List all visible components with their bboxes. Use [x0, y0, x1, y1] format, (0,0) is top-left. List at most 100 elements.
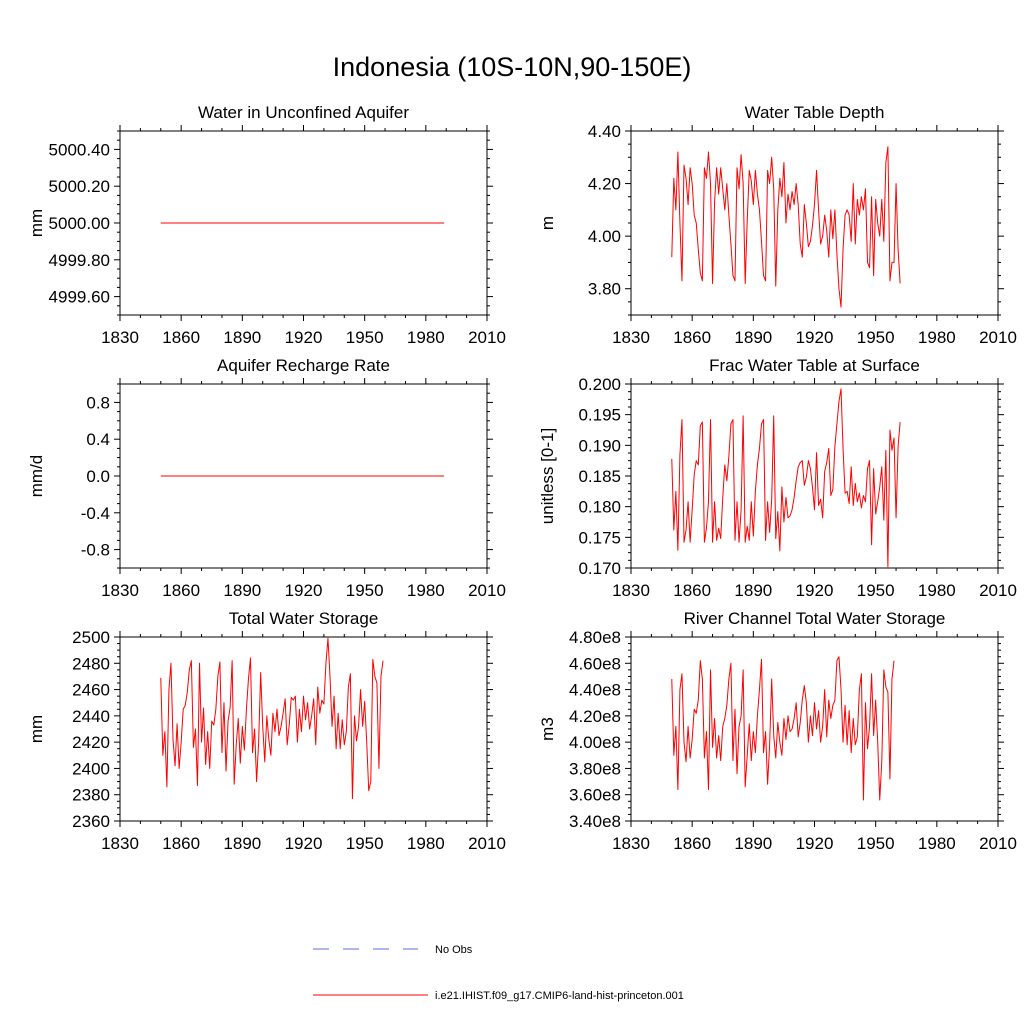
chart-panel-4: 1830 1860 1890 1920 1950 1980 2010 0.170 0.175 0.…	[538, 356, 1017, 600]
y-tick-label: 0.4	[86, 430, 110, 449]
x-tick-label: 1950	[857, 834, 895, 853]
y-tick-label: 4.20	[588, 175, 621, 194]
y-tick-label: -0.4	[81, 504, 110, 523]
panels-group: 1830 1860 1890 1920 1950 1980 2010 4999.60 4999.…	[27, 103, 1017, 853]
y-tick-label: 4999.80	[49, 251, 110, 270]
x-tick-label: 1980	[407, 581, 445, 600]
series-line	[671, 656, 895, 801]
series-line	[671, 146, 901, 308]
y-tick-label: 5000.40	[49, 140, 110, 159]
panel-title: River Channel Total Water Storage	[684, 609, 946, 628]
x-tick-label: 2010	[979, 581, 1017, 600]
x-tick-label: 1890	[223, 581, 261, 600]
series-line	[160, 637, 384, 800]
chart-panel-6: 1830 1860 1890 1920 1950 1980 2010 3.40e8 3.60e8…	[538, 609, 1017, 853]
x-tick-label: 1980	[918, 328, 956, 347]
plot-frame	[630, 383, 999, 569]
x-tick-label: 1980	[407, 328, 445, 347]
y-tick-label: 4.20e8	[569, 707, 621, 726]
y-tick-label: 3.80	[588, 280, 621, 299]
y-tick-label: 3.40e8	[569, 812, 621, 831]
y-tick-label: 2380	[72, 786, 110, 805]
x-tick-label: 1860	[673, 328, 711, 347]
y-tick-label: 4.00e8	[569, 733, 621, 752]
x-tick-label: 2010	[979, 328, 1017, 347]
y-tick-label: 5000.00	[49, 214, 110, 233]
y-axis-label: mm	[27, 209, 46, 237]
x-tick-label: 1890	[223, 834, 261, 853]
y-tick-label: -0.8	[81, 541, 110, 560]
x-tick-label: 1890	[734, 581, 772, 600]
y-tick-label: 2480	[72, 654, 110, 673]
legend-label-model-run: i.e21.IHIST.f09_g17.CMIP6-land-hist-prin…	[435, 990, 684, 1002]
y-tick-label: 0.185	[578, 467, 621, 486]
x-tick-label: 1830	[612, 834, 650, 853]
chart-panel-5: 1830 1860 1890 1920 1950 1980 2010 2360 2380 2400…	[27, 609, 506, 853]
x-tick-label: 2010	[468, 328, 506, 347]
y-axis-label: m3	[538, 717, 557, 741]
y-tick-label: 0.200	[578, 375, 621, 394]
chart-panel-2: 1830 1860 1890 1920 1950 1980 2010 3.80 4.00 4.20…	[538, 103, 1017, 347]
y-tick-label: 0.195	[578, 406, 621, 425]
y-tick-label: 3.60e8	[569, 786, 621, 805]
x-tick-label: 1860	[162, 328, 200, 347]
x-tick-label: 1890	[223, 328, 261, 347]
x-tick-label: 1920	[796, 834, 834, 853]
x-tick-label: 1980	[918, 834, 956, 853]
series-line	[671, 388, 901, 568]
y-tick-label: 3.80e8	[569, 759, 621, 778]
y-tick-label: 4.00	[588, 227, 621, 246]
panel-title: Frac Water Table at Surface	[709, 356, 920, 375]
x-tick-label: 1830	[612, 328, 650, 347]
y-tick-label: 0.190	[578, 436, 621, 455]
x-tick-label: 1980	[918, 581, 956, 600]
x-tick-label: 1920	[796, 581, 834, 600]
x-tick-label: 1860	[673, 581, 711, 600]
y-tick-label: 2400	[72, 759, 110, 778]
chart-panel-3: 1830 1860 1890 1920 1950 1980 2010 -0.8 -0.4 0.0 0…	[27, 356, 506, 600]
y-tick-label: 0.170	[578, 559, 621, 578]
x-tick-label: 1920	[285, 581, 323, 600]
y-axis-label: mm	[27, 715, 46, 743]
y-tick-label: 4.40	[588, 122, 621, 141]
panel-title: Aquifer Recharge Rate	[217, 356, 390, 375]
y-tick-label: 2440	[72, 707, 110, 726]
x-tick-label: 1830	[612, 581, 650, 600]
y-tick-label: 2420	[72, 733, 110, 752]
x-tick-label: 1860	[162, 581, 200, 600]
y-axis-label: mm/d	[27, 455, 46, 498]
y-tick-label: 4.60e8	[569, 654, 621, 673]
x-tick-label: 1950	[857, 581, 895, 600]
legend: No Obs i.e21.IHIST.f09_g17.CMIP6-land-hi…	[313, 944, 684, 1002]
y-tick-label: 4999.60	[49, 288, 110, 307]
page-title: Indonesia (10S-10N,90-150E)	[332, 52, 692, 82]
x-tick-label: 1890	[734, 328, 772, 347]
plot-frame	[630, 636, 999, 822]
x-tick-label: 1860	[673, 834, 711, 853]
x-tick-label: 1830	[101, 328, 139, 347]
x-tick-label: 1860	[162, 834, 200, 853]
y-tick-label: 4.40e8	[569, 681, 621, 700]
panel-title: Water Table Depth	[745, 103, 885, 122]
legend-label-no-obs: No Obs	[435, 944, 473, 956]
y-axis-label: unitless [0-1]	[538, 428, 557, 524]
x-tick-label: 1920	[796, 328, 834, 347]
x-tick-label: 1950	[346, 834, 384, 853]
x-tick-label: 1920	[285, 834, 323, 853]
y-tick-label: 4.80e8	[569, 628, 621, 647]
x-tick-label: 2010	[979, 834, 1017, 853]
x-tick-label: 1920	[285, 328, 323, 347]
y-tick-label: 2460	[72, 681, 110, 700]
x-tick-label: 1830	[101, 834, 139, 853]
x-tick-label: 1950	[346, 328, 384, 347]
y-tick-label: 0.175	[578, 528, 621, 547]
plot-frame	[119, 636, 488, 822]
x-tick-label: 2010	[468, 581, 506, 600]
x-tick-label: 2010	[468, 834, 506, 853]
x-tick-label: 1890	[734, 834, 772, 853]
y-tick-label: 2500	[72, 628, 110, 647]
x-tick-label: 1980	[407, 834, 445, 853]
y-tick-label: 5000.20	[49, 177, 110, 196]
y-axis-label: m	[538, 216, 557, 230]
